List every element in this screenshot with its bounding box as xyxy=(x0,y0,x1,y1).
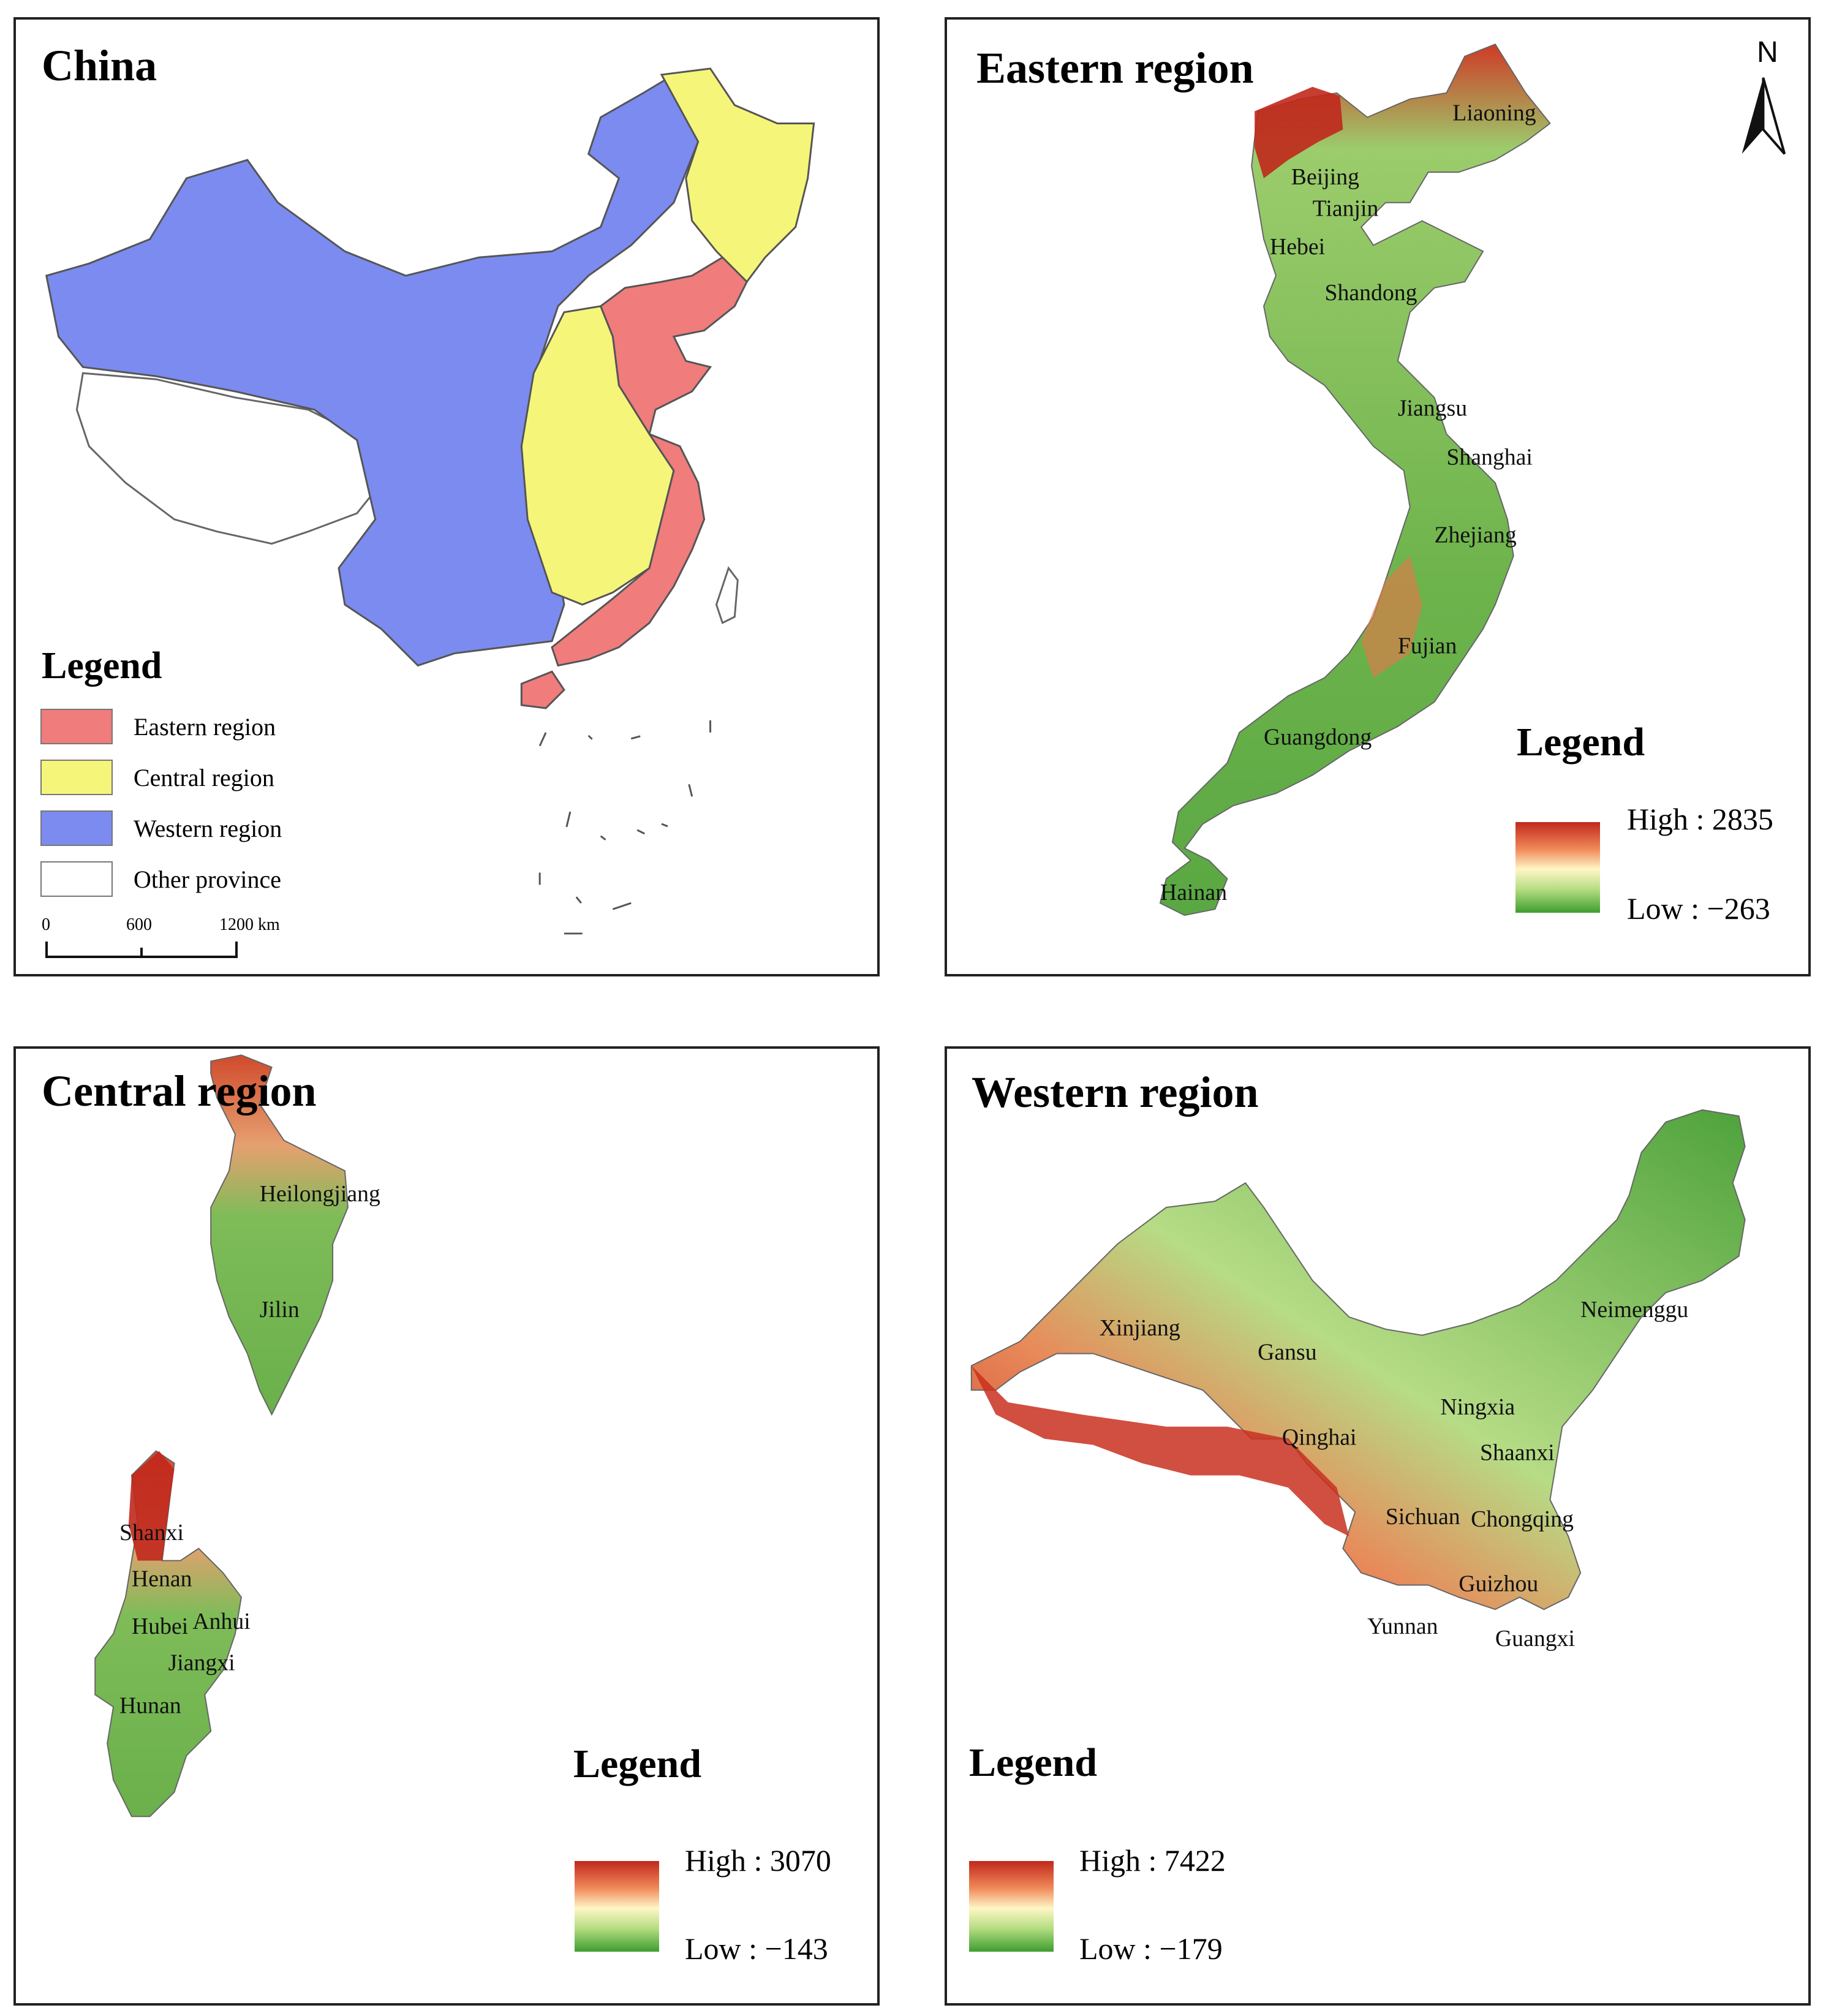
province-label-jilin: Jilin xyxy=(260,1297,300,1323)
province-label-fujian: Fujian xyxy=(1398,633,1457,659)
central-north-elevation xyxy=(210,1054,349,1416)
province-label-guangdong: Guangdong xyxy=(1264,725,1372,750)
western-title: Western region xyxy=(972,1068,1259,1117)
eastern-region-elevation xyxy=(1159,43,1551,916)
legend-label-central: Central region xyxy=(134,763,274,791)
legend-item-central: Central region xyxy=(40,759,274,796)
province-label-jiangsu: Jiangsu xyxy=(1398,396,1467,421)
qinghai-tibet-highland xyxy=(971,1365,1349,1536)
central-map: Heilongjiang Jilin Shanxi Henan Hubei An… xyxy=(94,1054,380,1818)
eastern-legend-heading: Legend xyxy=(1517,720,1645,764)
eastern-region-area xyxy=(551,256,749,667)
western-elevation-ramp xyxy=(969,1861,1054,1952)
central-high-label: High : 3070 xyxy=(685,1843,831,1878)
eastern-high-label: High : 2835 xyxy=(1627,802,1773,836)
central-south-elevation xyxy=(94,1450,242,1818)
central-title: Central region xyxy=(42,1067,317,1116)
province-label-chongqing: Chongqing xyxy=(1471,1506,1574,1532)
scale-tick-1200: 1200 km xyxy=(219,915,280,934)
central-region-north xyxy=(660,67,815,284)
legend-label-other: Other province xyxy=(134,865,282,893)
province-label-guizhou: Guizhou xyxy=(1459,1571,1538,1596)
scale-tick-0: 0 xyxy=(42,915,50,934)
province-label-sichuan: Sichuan xyxy=(1386,1504,1460,1530)
province-label-beijing: Beijing xyxy=(1291,164,1359,190)
eastern-title: Eastern region xyxy=(976,43,1254,92)
south-sea-islands xyxy=(538,720,712,935)
legend-item-eastern: Eastern region xyxy=(40,708,276,745)
western-low-label: Low : −179 xyxy=(1079,1931,1223,1966)
province-label-shaanxi: Shaanxi xyxy=(1480,1440,1555,1466)
central-legend-heading: Legend xyxy=(573,1742,702,1786)
china-title: China xyxy=(42,41,157,90)
western-high-label: High : 7422 xyxy=(1079,1843,1226,1878)
eastern-elevation-ramp xyxy=(1515,822,1600,913)
north-arrow-icon xyxy=(1742,77,1786,155)
western-swatch xyxy=(40,810,113,846)
china-map xyxy=(45,67,815,935)
province-label-gansu: Gansu xyxy=(1258,1340,1317,1365)
central-low-label: Low : −143 xyxy=(685,1931,828,1966)
legend-item-western: Western region xyxy=(40,810,282,847)
central-elevation-ramp xyxy=(575,1861,659,1952)
western-map: Xinjiang Neimenggu Gansu Ningxia Qinghai… xyxy=(970,1109,1746,1652)
north-arrow-label: N xyxy=(1757,36,1778,69)
china-legend-heading: Legend xyxy=(42,645,162,687)
province-label-ningxia: Ningxia xyxy=(1440,1394,1515,1420)
legend-label-western: Western region xyxy=(134,814,282,842)
province-label-hunan: Hunan xyxy=(119,1693,181,1718)
province-label-xinjiang: Xinjiang xyxy=(1100,1315,1180,1341)
china-panel: China Legend Eastern region Central regi… xyxy=(13,17,880,976)
other-province-region xyxy=(75,372,383,545)
province-label-shandong: Shandong xyxy=(1324,280,1417,306)
hainan-island xyxy=(520,670,565,709)
province-label-jiangxi: Jiangxi xyxy=(168,1650,235,1676)
province-label-shanxi: Shanxi xyxy=(119,1520,184,1546)
eastern-swatch xyxy=(40,709,113,744)
western-panel: Xinjiang Neimenggu Gansu Ningxia Qinghai… xyxy=(945,1046,1811,2006)
province-label-shanghai: Shanghai xyxy=(1446,444,1533,470)
taiwan-outline xyxy=(715,566,739,624)
legend-label-eastern: Eastern region xyxy=(134,712,276,741)
province-label-heilongjiang: Heilongjiang xyxy=(260,1181,380,1207)
legend-item-other: Other province xyxy=(40,861,281,897)
western-region-elevation xyxy=(970,1109,1746,1610)
province-label-tianjin: Tianjin xyxy=(1313,196,1379,222)
shanxi-highland xyxy=(128,1451,175,1561)
eastern-map: Liaoning Beijing Tianjin Hebei Shandong … xyxy=(1159,43,1786,916)
province-label-anhui: Anhui xyxy=(192,1609,250,1634)
eastern-panel: Liaoning Beijing Tianjin Hebei Shandong … xyxy=(945,17,1811,976)
eastern-low-label: Low : −263 xyxy=(1627,891,1770,926)
fujian-highland xyxy=(1361,556,1422,678)
province-label-hebei: Hebei xyxy=(1270,234,1325,260)
province-label-henan: Henan xyxy=(132,1566,192,1591)
province-label-qinghai: Qinghai xyxy=(1282,1425,1357,1451)
province-label-hainan: Hainan xyxy=(1160,880,1227,905)
province-label-hubei: Hubei xyxy=(132,1614,188,1639)
province-label-zhejiang: Zhejiang xyxy=(1434,523,1516,548)
scale-bar xyxy=(45,942,238,958)
province-label-liaoning: Liaoning xyxy=(1452,100,1536,126)
province-label-yunnan: Yunnan xyxy=(1367,1614,1438,1639)
central-swatch xyxy=(40,760,113,795)
beijing-highland xyxy=(1255,86,1343,178)
western-legend-heading: Legend xyxy=(969,1740,1098,1785)
other-swatch xyxy=(40,861,113,897)
province-label-neimenggu: Neimenggu xyxy=(1580,1297,1688,1323)
central-panel: Heilongjiang Jilin Shanxi Henan Hubei An… xyxy=(13,1046,880,2006)
province-label-guangxi: Guangxi xyxy=(1495,1626,1575,1652)
scale-tick-600: 600 xyxy=(126,915,152,934)
